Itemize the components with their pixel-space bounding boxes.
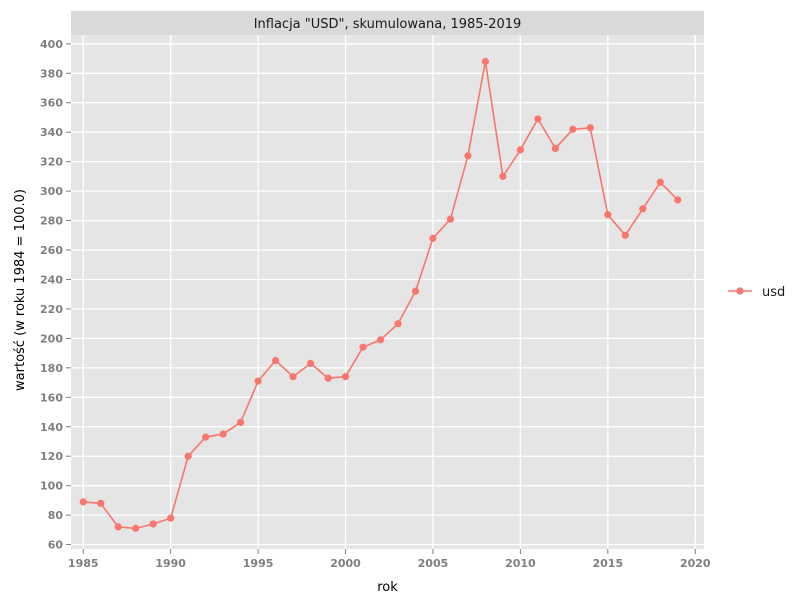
data-point xyxy=(237,418,245,426)
data-point xyxy=(376,336,385,344)
data-point xyxy=(569,125,577,133)
data-point xyxy=(534,115,542,123)
data-point xyxy=(639,205,647,213)
x-tick-label: 2000 xyxy=(330,557,361,570)
data-point xyxy=(184,452,192,460)
legend-label-usd: usd xyxy=(762,285,785,300)
x-tick-label: 2005 xyxy=(418,557,449,570)
data-point xyxy=(359,343,367,351)
data-point xyxy=(341,373,350,381)
data-point xyxy=(202,433,210,441)
y-tick-label: 320 xyxy=(40,156,63,169)
data-point xyxy=(219,430,227,438)
plot-panel xyxy=(71,35,704,549)
data-point xyxy=(324,374,332,382)
data-point xyxy=(132,524,140,532)
y-tick-label: 360 xyxy=(40,97,63,110)
data-point xyxy=(167,514,175,522)
data-point xyxy=(464,152,472,160)
data-point xyxy=(516,146,524,154)
data-point xyxy=(674,196,682,204)
y-tick-label: 140 xyxy=(40,421,63,434)
x-tick-label: 1990 xyxy=(155,557,186,570)
data-point xyxy=(114,523,122,531)
y-tick-label: 120 xyxy=(40,450,63,463)
axes: 60 80 100 120 140 160 180 200 220 240 260 280 300 320… xyxy=(40,38,711,570)
y-tick-label: 80 xyxy=(48,509,64,522)
y-tick-label: 160 xyxy=(40,391,63,404)
data-point xyxy=(656,178,664,186)
data-point xyxy=(586,124,594,132)
data-point xyxy=(429,234,437,242)
x-tick-label: 1985 xyxy=(68,557,99,570)
y-tick-label: 200 xyxy=(40,332,63,345)
data-point xyxy=(446,215,455,223)
y-tick-label: 180 xyxy=(40,362,63,375)
y-tick-label: 280 xyxy=(40,215,63,228)
legend-point-swatch xyxy=(736,287,744,295)
data-point xyxy=(306,359,315,368)
data-point xyxy=(551,144,559,153)
data-point xyxy=(411,287,420,295)
y-tick-label: 400 xyxy=(40,38,63,51)
y-tick-label: 240 xyxy=(40,273,63,286)
x-tick-label: 2020 xyxy=(680,557,711,570)
chart-title: Inflacja "USD", skumulowana, 1985-2019 xyxy=(254,17,522,32)
y-tick-label: 260 xyxy=(40,244,63,257)
data-point xyxy=(254,377,262,385)
gridlines xyxy=(71,35,704,549)
y-tick-label: 60 xyxy=(48,539,64,552)
data-point xyxy=(604,211,612,219)
data-point xyxy=(79,498,87,506)
data-point xyxy=(149,520,157,528)
data-point xyxy=(621,231,629,239)
x-tick-label: 2010 xyxy=(505,557,536,570)
y-tick-label: 300 xyxy=(40,185,63,198)
x-tick-label: 1995 xyxy=(243,557,274,570)
data-point xyxy=(394,320,402,328)
y-tick-label: 100 xyxy=(40,480,63,493)
x-axis-title: rok xyxy=(377,580,398,595)
y-tick-label: 220 xyxy=(40,303,63,316)
x-tick-label: 2015 xyxy=(593,557,624,570)
y-axis-title: wartość (w roku 1984 = 100.0) xyxy=(13,189,28,391)
data-point xyxy=(481,57,490,66)
title-strip xyxy=(71,11,704,35)
series-layer xyxy=(79,57,682,532)
data-point xyxy=(97,499,105,507)
y-tick-label: 380 xyxy=(40,67,63,80)
y-tick-label: 340 xyxy=(40,126,63,139)
legend: usd xyxy=(728,285,785,300)
data-point xyxy=(271,356,280,365)
data-point xyxy=(499,172,507,180)
data-point xyxy=(289,373,297,381)
